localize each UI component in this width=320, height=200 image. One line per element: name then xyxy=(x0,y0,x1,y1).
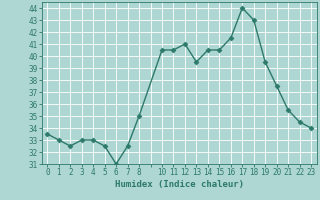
X-axis label: Humidex (Indice chaleur): Humidex (Indice chaleur) xyxy=(115,180,244,189)
